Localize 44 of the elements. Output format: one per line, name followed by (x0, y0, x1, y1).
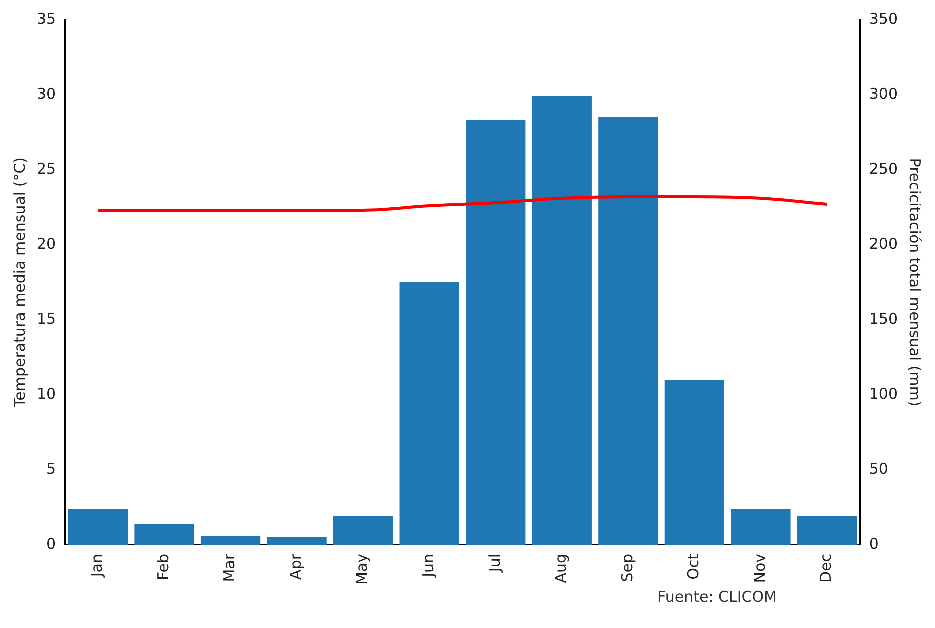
x-tick-label: Mar (220, 553, 239, 582)
y2-tick-label: 100 (869, 384, 898, 403)
y-axis-title: Temperatura media mensual (°C) (10, 157, 29, 409)
bar (400, 282, 460, 545)
y2-tick-label: 350 (869, 10, 898, 28)
y-tick-label: 10 (36, 384, 56, 403)
bar (532, 96, 592, 545)
x-tick-label: Apr (286, 553, 305, 580)
line-series (96, 195, 829, 212)
x-tick-label: Dec (817, 554, 836, 584)
x-tick-label: Sep (618, 554, 636, 582)
bar (200, 536, 261, 545)
x-tick-label: Aug (552, 554, 570, 584)
x-tick-label: Feb (154, 554, 172, 581)
y2-tick-label: 150 (869, 310, 898, 328)
x-tick-label: May (353, 554, 372, 586)
bar (797, 516, 858, 545)
y2-tick-label: 50 (869, 460, 888, 478)
bar (68, 508, 128, 545)
bar (731, 508, 791, 545)
y-tick-label: 5 (46, 460, 56, 478)
y-tick-label: 20 (36, 234, 56, 253)
y2-tick-label: 200 (869, 234, 898, 253)
bar (664, 380, 725, 545)
y2-axis-title: Precicitación total mensual (mm) (906, 158, 924, 407)
x-tick-label: Jun (419, 554, 438, 578)
y-tick-label: 25 (36, 160, 56, 178)
x-tick-label: Jul (486, 554, 504, 574)
y2-tick-label: 300 (869, 84, 898, 103)
y-tick-label: 30 (36, 84, 56, 103)
bar (333, 516, 394, 545)
bar (267, 537, 327, 545)
y-tick-label: 35 (36, 10, 56, 28)
bar (466, 120, 526, 545)
x-tick-label: Nov (750, 554, 769, 584)
x-tick-label: Oct (684, 554, 703, 580)
y2-tick-label: 250 (869, 160, 898, 178)
bar (134, 524, 194, 545)
y-tick-label: 0 (46, 534, 56, 553)
y2-tick-label: 0 (869, 534, 879, 553)
bar (598, 118, 658, 545)
source-note: Fuente: CLICOM (656, 588, 778, 606)
x-tick-label: Jan (88, 554, 106, 578)
y-tick-label: 15 (36, 310, 56, 328)
